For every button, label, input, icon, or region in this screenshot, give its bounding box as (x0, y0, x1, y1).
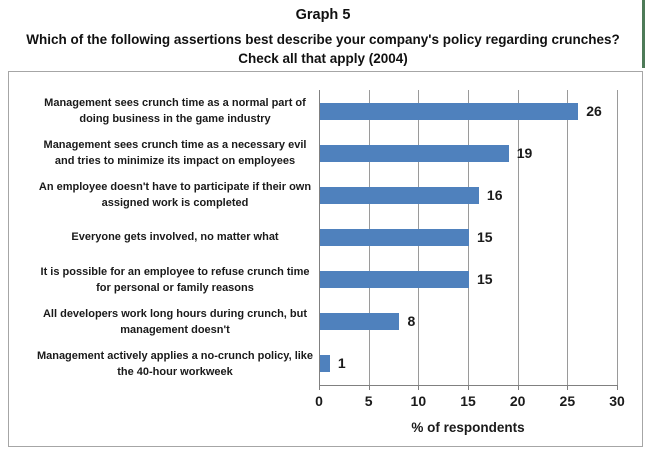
category-label: All developers work long hours during cr… (35, 301, 315, 343)
bar-value-label: 16 (486, 186, 503, 203)
bar-value-label: 15 (477, 229, 493, 245)
category-label-line: It is possible for an employee to refuse… (40, 265, 310, 278)
category-label-line: All developers work long hours during cr… (42, 307, 308, 320)
bar (320, 271, 469, 289)
category-label: Management sees crunch time as a normal … (35, 90, 315, 132)
x-axis-title: % of respondents (411, 420, 525, 435)
gridline (517, 90, 519, 385)
x-axis-tick-label: 25 (559, 393, 576, 409)
x-axis-tick-mark (319, 386, 320, 390)
category-label: An employee doesn't have to participate … (35, 174, 315, 216)
chart-question-line1: Which of the following assertions best d… (26, 32, 620, 47)
x-axis-tick-label: 0 (315, 393, 323, 409)
gridline (617, 90, 618, 385)
x-axis-tick-mark (468, 386, 469, 390)
x-axis-tick-mark (617, 386, 618, 390)
x-axis-tick-mark (517, 386, 519, 390)
category-label-line: the 40-hour workweek (117, 365, 233, 378)
plot-area: 26 19 16 15 15 8 1 (319, 90, 618, 386)
x-axis-tick-mark (368, 386, 370, 390)
bar-value-label: 26 (586, 102, 602, 119)
chart-frame: Management sees crunch time as a normal … (8, 71, 643, 447)
bar-value-label: 1 (337, 355, 346, 372)
category-label-line: Everyone gets involved, no matter what (71, 231, 279, 244)
x-axis-tick-mark (418, 386, 420, 390)
category-label: It is possible for an employee to refuse… (35, 259, 315, 301)
bar (320, 102, 579, 120)
category-labels-area: Management sees crunch time as a normal … (35, 90, 315, 385)
bar-value-label: 15 (477, 271, 493, 288)
x-axis-tick-label: 20 (509, 393, 526, 409)
category-label-line: Management actively applies a no-crunch … (36, 349, 314, 362)
bar-value-label: 19 (516, 144, 533, 161)
x-axis-tick-mark (567, 386, 569, 390)
chart-title-block: Graph 5 Which of the following assertion… (0, 0, 646, 66)
category-label: Management sees crunch time as a necessa… (35, 132, 315, 174)
x-axis-tick-label: 30 (609, 393, 625, 409)
table-cell-green-border (642, 0, 645, 68)
x-axis-tick-label: 10 (410, 393, 427, 409)
category-label-line: and tries to minimize its impact on empl… (54, 155, 296, 168)
bar-value-label: 8 (407, 313, 416, 330)
bar (320, 144, 509, 162)
category-label-line: doing business in the game industry (79, 113, 271, 126)
category-label-line: assigned work is completed (101, 197, 249, 210)
gridline (567, 90, 569, 385)
chart-question-line2: Check all that apply (2004) (238, 51, 408, 66)
category-label-line: Management sees crunch time as a necessa… (43, 139, 307, 152)
bar (320, 355, 330, 373)
bar (320, 229, 469, 246)
category-label: Management actively applies a no-crunch … (35, 343, 315, 385)
graph-number-label: Graph 5 (295, 7, 351, 23)
category-label-line: An employee doesn't have to participate … (38, 181, 312, 194)
category-label-line: Management sees crunch time as a normal … (44, 97, 306, 110)
bar (320, 186, 479, 204)
x-axis-tick-label: 15 (460, 393, 476, 409)
category-label: Everyone gets involved, no matter what (35, 216, 315, 258)
category-label-line: management doesn't (120, 323, 230, 336)
bar (320, 313, 400, 331)
x-axis-tick-label: 5 (364, 393, 373, 409)
category-label-line: for personal or family reasons (96, 281, 254, 294)
